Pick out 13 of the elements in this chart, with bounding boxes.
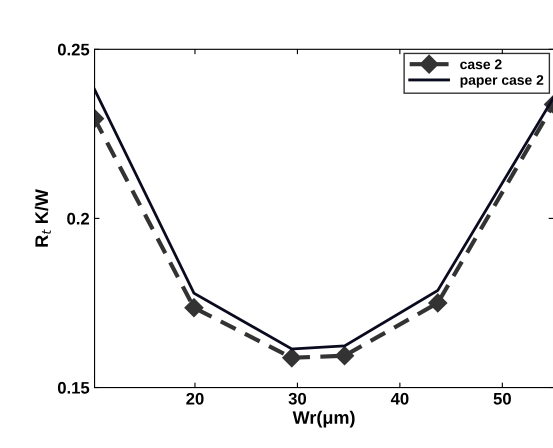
y-tick-label: 0.15 [58, 382, 90, 394]
legend-label: case 2 [460, 59, 502, 70]
point [282, 348, 302, 368]
x-tick-label: 20 [186, 392, 204, 405]
y-tick-label: 0.2 [67, 212, 90, 225]
x-tick-label: 40 [390, 392, 408, 405]
y-axis-title: R$_{t}$ K/W [34, 189, 51, 247]
point [335, 346, 354, 366]
x-axis-title: Wr(μm) [292, 410, 355, 428]
legend-label: paper case 2 [460, 75, 544, 88]
x-tick-label: 30 [288, 392, 306, 405]
y-tick-label: 0.25 [58, 44, 90, 56]
x-tick-label: 50 [494, 392, 511, 405]
